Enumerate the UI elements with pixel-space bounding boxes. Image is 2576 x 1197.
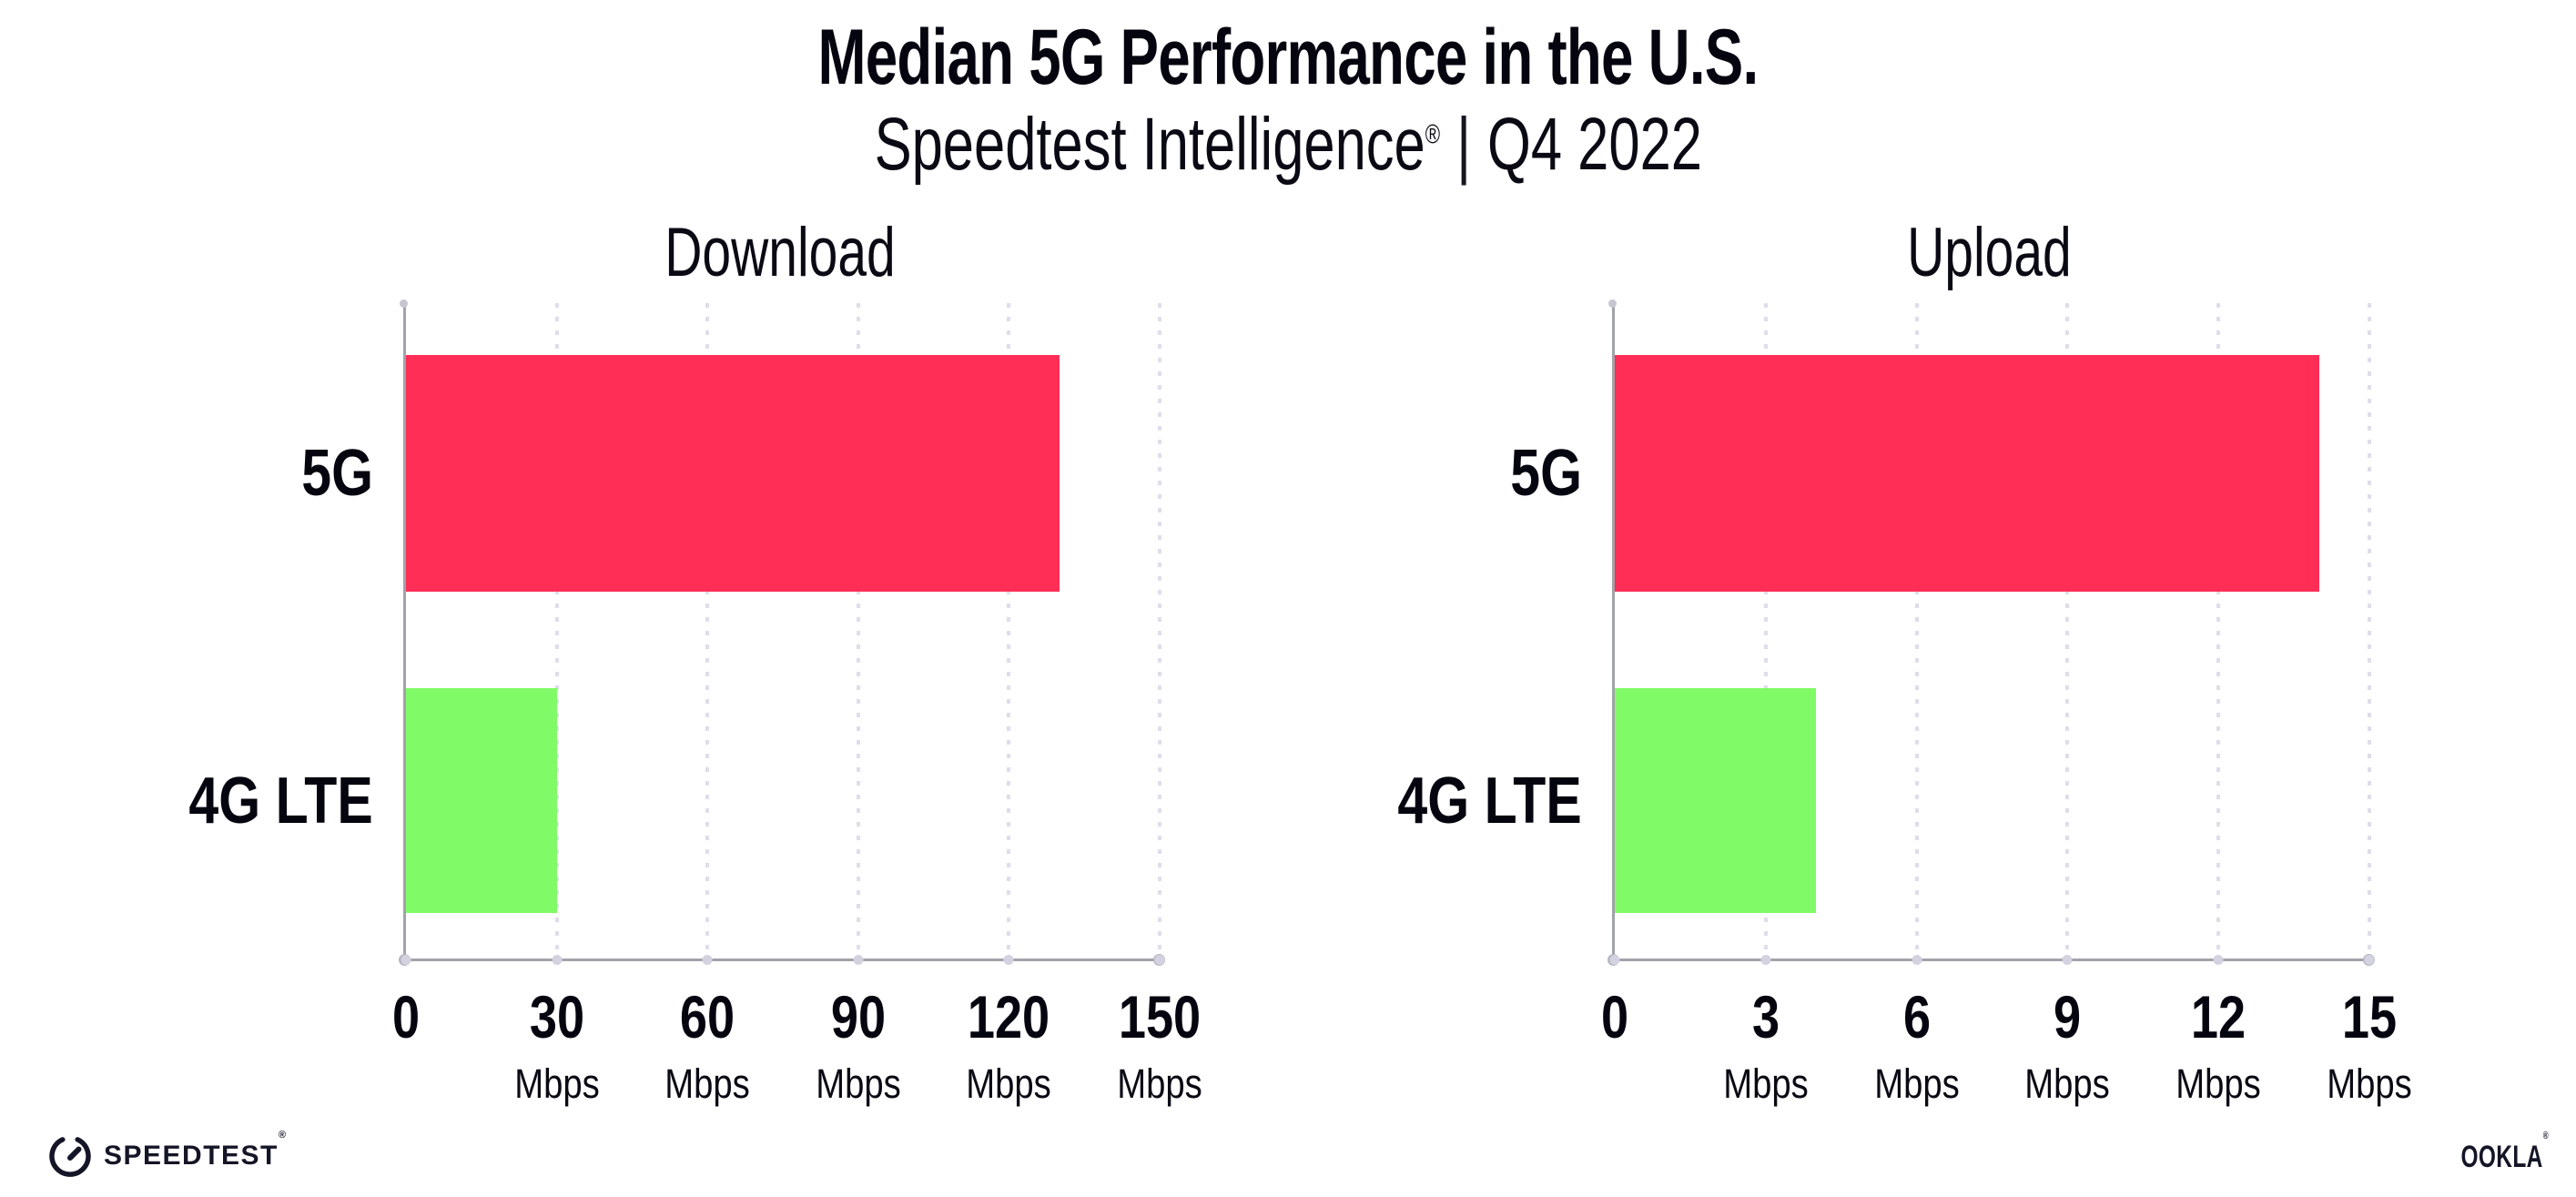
speedtest-registered-mark: ®	[278, 1130, 288, 1141]
x-tick-unit-30: Mbps	[513, 1060, 600, 1107]
x-tick-unit-9: Mbps	[2024, 1060, 2111, 1107]
x-tick-unit-6: Mbps	[1873, 1060, 1960, 1107]
gridline-6	[1914, 303, 1919, 959]
axis-tick-dot	[1912, 955, 1922, 965]
download-plot-area: 0 30 Mbps 60 Mbps 90 Mbps 120 Mbps 150 Mbps 5G 4G LT…	[189, 299, 1202, 1107]
upload-plot-area: 0 3 Mbps 6 Mbps 9 Mbps 12 Mbps 15 Mbps 5G 4G LTE	[1398, 299, 2412, 1107]
download-chart-title: Download	[664, 214, 896, 291]
speedtest-gauge-icon	[49, 1137, 91, 1177]
page-subtitle-text: Speedtest Intelligence® | Q4 2022	[874, 102, 1701, 188]
x-tick-label-150: 150	[1118, 983, 1202, 1050]
axis-tick-dot	[2062, 955, 2073, 965]
x-tick-label-90: 90	[830, 983, 886, 1050]
ookla-registered-mark: ®	[2542, 1131, 2549, 1141]
bar-5g	[406, 355, 1060, 592]
speedtest-wordmark: SPEEDTEST®	[104, 1130, 288, 1172]
axis-tick-dot	[1760, 955, 1771, 965]
x-tick-label-0: 0	[1600, 983, 1629, 1050]
subtitle-period: Q4 2022	[1486, 103, 1702, 186]
speedtest-logo: SPEEDTEST®	[49, 1130, 288, 1177]
category-label-4g-lte: 4G LTE	[188, 764, 373, 837]
x-tick-label-30: 30	[529, 983, 584, 1050]
axis-top-dot	[400, 299, 408, 308]
category-label-5g: 5G	[301, 437, 373, 510]
gridline-60	[705, 303, 710, 959]
gridline-150	[1158, 303, 1161, 959]
axis-top-dot	[1608, 299, 1617, 308]
axis-tick-dot	[2364, 955, 2375, 965]
x-tick-label-120: 120	[968, 983, 1050, 1050]
page-title-text: Median 5G Performance in the U.S.	[817, 14, 1760, 101]
registered-mark: ®	[1425, 119, 1440, 150]
page-title: Median 5G Performance in the U.S.	[0, 13, 2576, 103]
x-tick-unit-3: Mbps	[1723, 1060, 1809, 1107]
x-tick-label-6: 6	[1902, 983, 1931, 1050]
subtitle-brand: Speedtest Intelligence	[874, 103, 1425, 186]
page-subtitle: Speedtest Intelligence® | Q4 2022	[0, 102, 2576, 188]
gridline-30	[554, 303, 559, 959]
gridline-3	[1763, 303, 1768, 959]
ookla-wordmark: OOKLA®	[2460, 1131, 2549, 1175]
axis-tick-dot	[1609, 955, 1620, 965]
x-tick-unit-15: Mbps	[2327, 1060, 2412, 1107]
upload-chart-title: Upload	[1907, 214, 2072, 291]
gridline-15	[2368, 303, 2371, 959]
gridline-120	[1007, 303, 1011, 959]
x-tick-unit-12: Mbps	[2175, 1060, 2261, 1107]
subtitle-separator: |	[1455, 103, 1471, 186]
x-tick-label-9: 9	[2054, 983, 2082, 1050]
category-label-5g: 5G	[1510, 437, 1582, 510]
x-tick-label-0: 0	[391, 983, 421, 1050]
bar-4g-lte	[406, 688, 557, 913]
gridline-90	[856, 303, 860, 959]
x-tick-label-12: 12	[2191, 983, 2246, 1050]
x-tick-unit-60: Mbps	[664, 1060, 750, 1107]
gridline-9	[2065, 303, 2070, 959]
x-tick-label-3: 3	[1751, 983, 1780, 1050]
axis-tick-dot	[552, 955, 563, 965]
axis-tick-dot	[2213, 955, 2224, 965]
x-tick-label-60: 60	[680, 983, 735, 1050]
bar-4g-lte	[1615, 688, 1817, 913]
ookla-logo: OOKLA®	[2427, 1131, 2549, 1175]
axis-tick-dot	[702, 955, 713, 965]
axis-tick-dot	[853, 955, 864, 965]
x-tick-unit-120: Mbps	[966, 1060, 1052, 1107]
category-label-4g-lte: 4G LTE	[1397, 764, 1582, 837]
gridline-12	[2216, 303, 2221, 959]
bar-5g	[1615, 355, 2319, 592]
axis-tick-dot	[1154, 955, 1165, 965]
x-tick-unit-90: Mbps	[816, 1060, 901, 1107]
axis-tick-dot	[401, 955, 411, 965]
x-tick-label-15: 15	[2341, 983, 2398, 1050]
x-tick-unit-150: Mbps	[1117, 1060, 1202, 1107]
axis-tick-dot	[1003, 955, 1014, 965]
